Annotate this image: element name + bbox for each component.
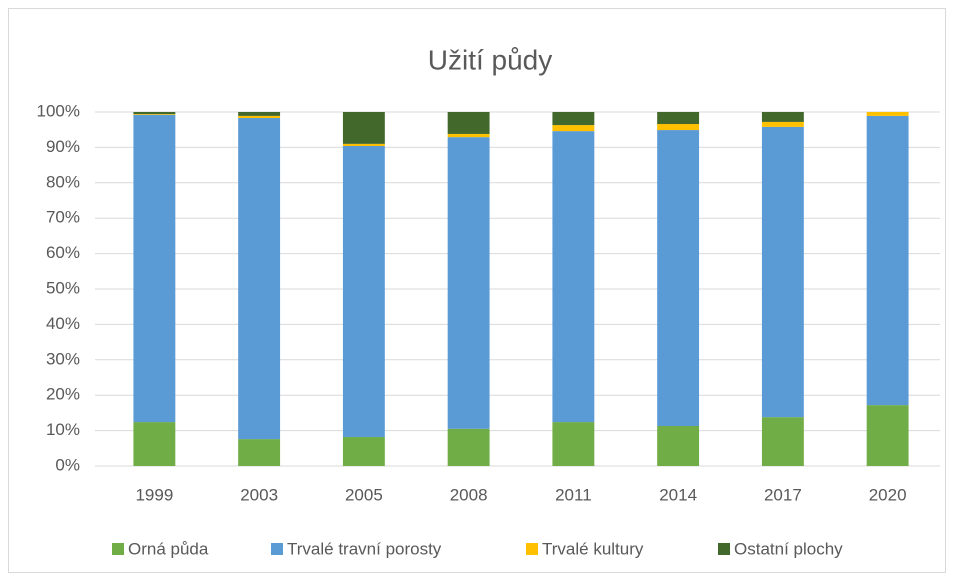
- x-tick-label: 2011: [555, 485, 592, 504]
- x-tick-label: 1999: [135, 485, 173, 504]
- bar-segment: [447, 133, 490, 138]
- legend-swatch: [718, 543, 730, 555]
- bar-segment: [657, 425, 700, 466]
- y-tick-label: 80%: [46, 172, 80, 191]
- bar-segment: [552, 131, 595, 423]
- bar-segment: [552, 112, 595, 126]
- bar-segment: [238, 439, 281, 466]
- bar-segment: [866, 115, 909, 406]
- legend-label: Trvalé kultury: [542, 539, 644, 558]
- bar-segment: [657, 112, 700, 125]
- chart-title: Užití půdy: [428, 44, 553, 75]
- bar-segment: [342, 143, 385, 146]
- x-tick-label: 2014: [659, 485, 697, 504]
- bar-segment: [133, 114, 176, 423]
- legend-label: Orná půda: [128, 539, 209, 558]
- bar-segment: [447, 112, 490, 134]
- bar-segment: [657, 130, 700, 426]
- bar-segment: [447, 428, 490, 466]
- y-tick-label: 0%: [55, 455, 80, 474]
- y-tick-label: 30%: [46, 349, 80, 368]
- bar-segment: [866, 405, 909, 466]
- x-tick-label: 2008: [450, 485, 488, 504]
- bar-segment: [761, 126, 804, 418]
- bar-segment: [552, 125, 595, 132]
- bar-segment: [238, 115, 281, 119]
- bar-segment: [238, 118, 281, 440]
- bar-segment: [133, 422, 176, 466]
- bar-segment: [866, 112, 909, 116]
- legend-label: Trvalé travní porosty: [287, 539, 442, 558]
- y-tick-label: 70%: [46, 208, 80, 227]
- bar-segment: [133, 112, 176, 115]
- bar-segment: [342, 112, 385, 144]
- y-tick-label: 90%: [46, 137, 80, 156]
- y-tick-label: 100%: [37, 101, 80, 120]
- y-tick-label: 20%: [46, 385, 80, 404]
- x-tick-label: 2020: [869, 485, 907, 504]
- bar-segment: [447, 137, 490, 429]
- y-tick-label: 40%: [46, 314, 80, 333]
- x-tick-label: 2017: [764, 485, 802, 504]
- bar-segment: [761, 112, 804, 122]
- y-tick-label: 50%: [46, 278, 80, 297]
- x-tick-label: 2003: [240, 485, 278, 504]
- legend-swatch: [526, 543, 538, 555]
- y-tick-label: 60%: [46, 243, 80, 262]
- legend-swatch: [112, 543, 124, 555]
- bar-segment: [342, 145, 385, 437]
- y-tick-label: 10%: [46, 420, 80, 439]
- x-tick-label: 2005: [345, 485, 383, 504]
- bar-segment: [552, 422, 595, 466]
- bar-segment: [342, 436, 385, 466]
- bar-segment: [238, 112, 281, 116]
- legend-swatch: [271, 543, 283, 555]
- legend-label: Ostatní plochy: [734, 539, 843, 558]
- bar-segment: [761, 417, 804, 466]
- bar-segment: [761, 121, 804, 127]
- bar-segment: [657, 124, 700, 131]
- bar-segment: [133, 114, 176, 115]
